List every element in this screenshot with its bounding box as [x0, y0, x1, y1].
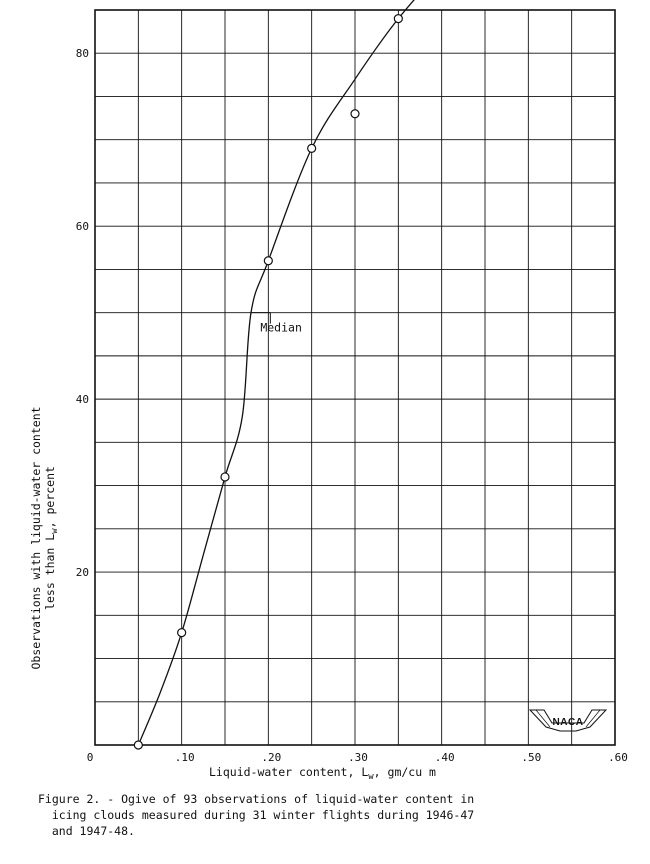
y-axis-title-sub: w — [50, 528, 60, 534]
y-tick-label: 20 — [76, 566, 89, 579]
figure-caption: Figure 2. - Ogive of 93 observations of … — [38, 792, 475, 838]
x-axis-title: Liquid-water content, Lw, gm/cu m — [209, 765, 436, 782]
data-point — [263, 256, 273, 266]
ogive-curve — [137, 0, 415, 746]
svg-text:less than Lw, percent: less than Lw, percent — [43, 466, 60, 610]
data-point — [177, 627, 187, 638]
median-label: Median — [260, 321, 302, 335]
x-tick-label: .10 — [175, 751, 195, 764]
data-point — [220, 472, 230, 482]
data-point — [307, 143, 317, 153]
data-point — [393, 14, 403, 24]
y-tick-label: 60 — [76, 220, 89, 233]
x-tick-label: .40 — [435, 751, 455, 764]
y-tick-label: 40 — [76, 393, 89, 406]
chart: 0.10.20.30.40.50.6020406080100 Median Li… — [29, 0, 628, 782]
x-axis-title-text: Liquid-water content, L — [209, 765, 368, 779]
x-tick-label: .20 — [261, 751, 281, 764]
tick-labels-layer: 0.10.20.30.40.50.6020406080100 — [76, 47, 628, 764]
y-axis-title-line2: less than L — [43, 534, 57, 610]
ogive-curve-layer — [137, 0, 415, 746]
x-axis-title-sub: w — [368, 772, 374, 782]
y-axis-title-line1: Observations with liquid-water content — [29, 406, 43, 669]
x-axis-title-unit: , gm/cu m — [374, 765, 436, 779]
naca-logo-text: NACA — [553, 717, 584, 728]
data-point — [133, 740, 143, 750]
x-tick-label: .30 — [348, 751, 368, 764]
svg-text:Liquid-water content, Lw, gm/c: Liquid-water content, Lw, gm/cu m — [209, 765, 436, 782]
x-tick-label: .60 — [608, 751, 628, 764]
data-points-layer — [133, 14, 403, 750]
data-point — [350, 109, 360, 119]
x-tick-label: .50 — [521, 751, 541, 764]
naca-logo: NACA — [528, 709, 608, 732]
y-axis-title: Observations with liquid-water content l… — [29, 406, 60, 669]
median-annotation: Median — [251, 312, 302, 335]
y-tick-label: 80 — [76, 47, 89, 60]
x-tick-label: 0 — [87, 751, 94, 764]
y-axis-title-unit: , percent — [43, 466, 57, 528]
grid — [94, 9, 616, 746]
